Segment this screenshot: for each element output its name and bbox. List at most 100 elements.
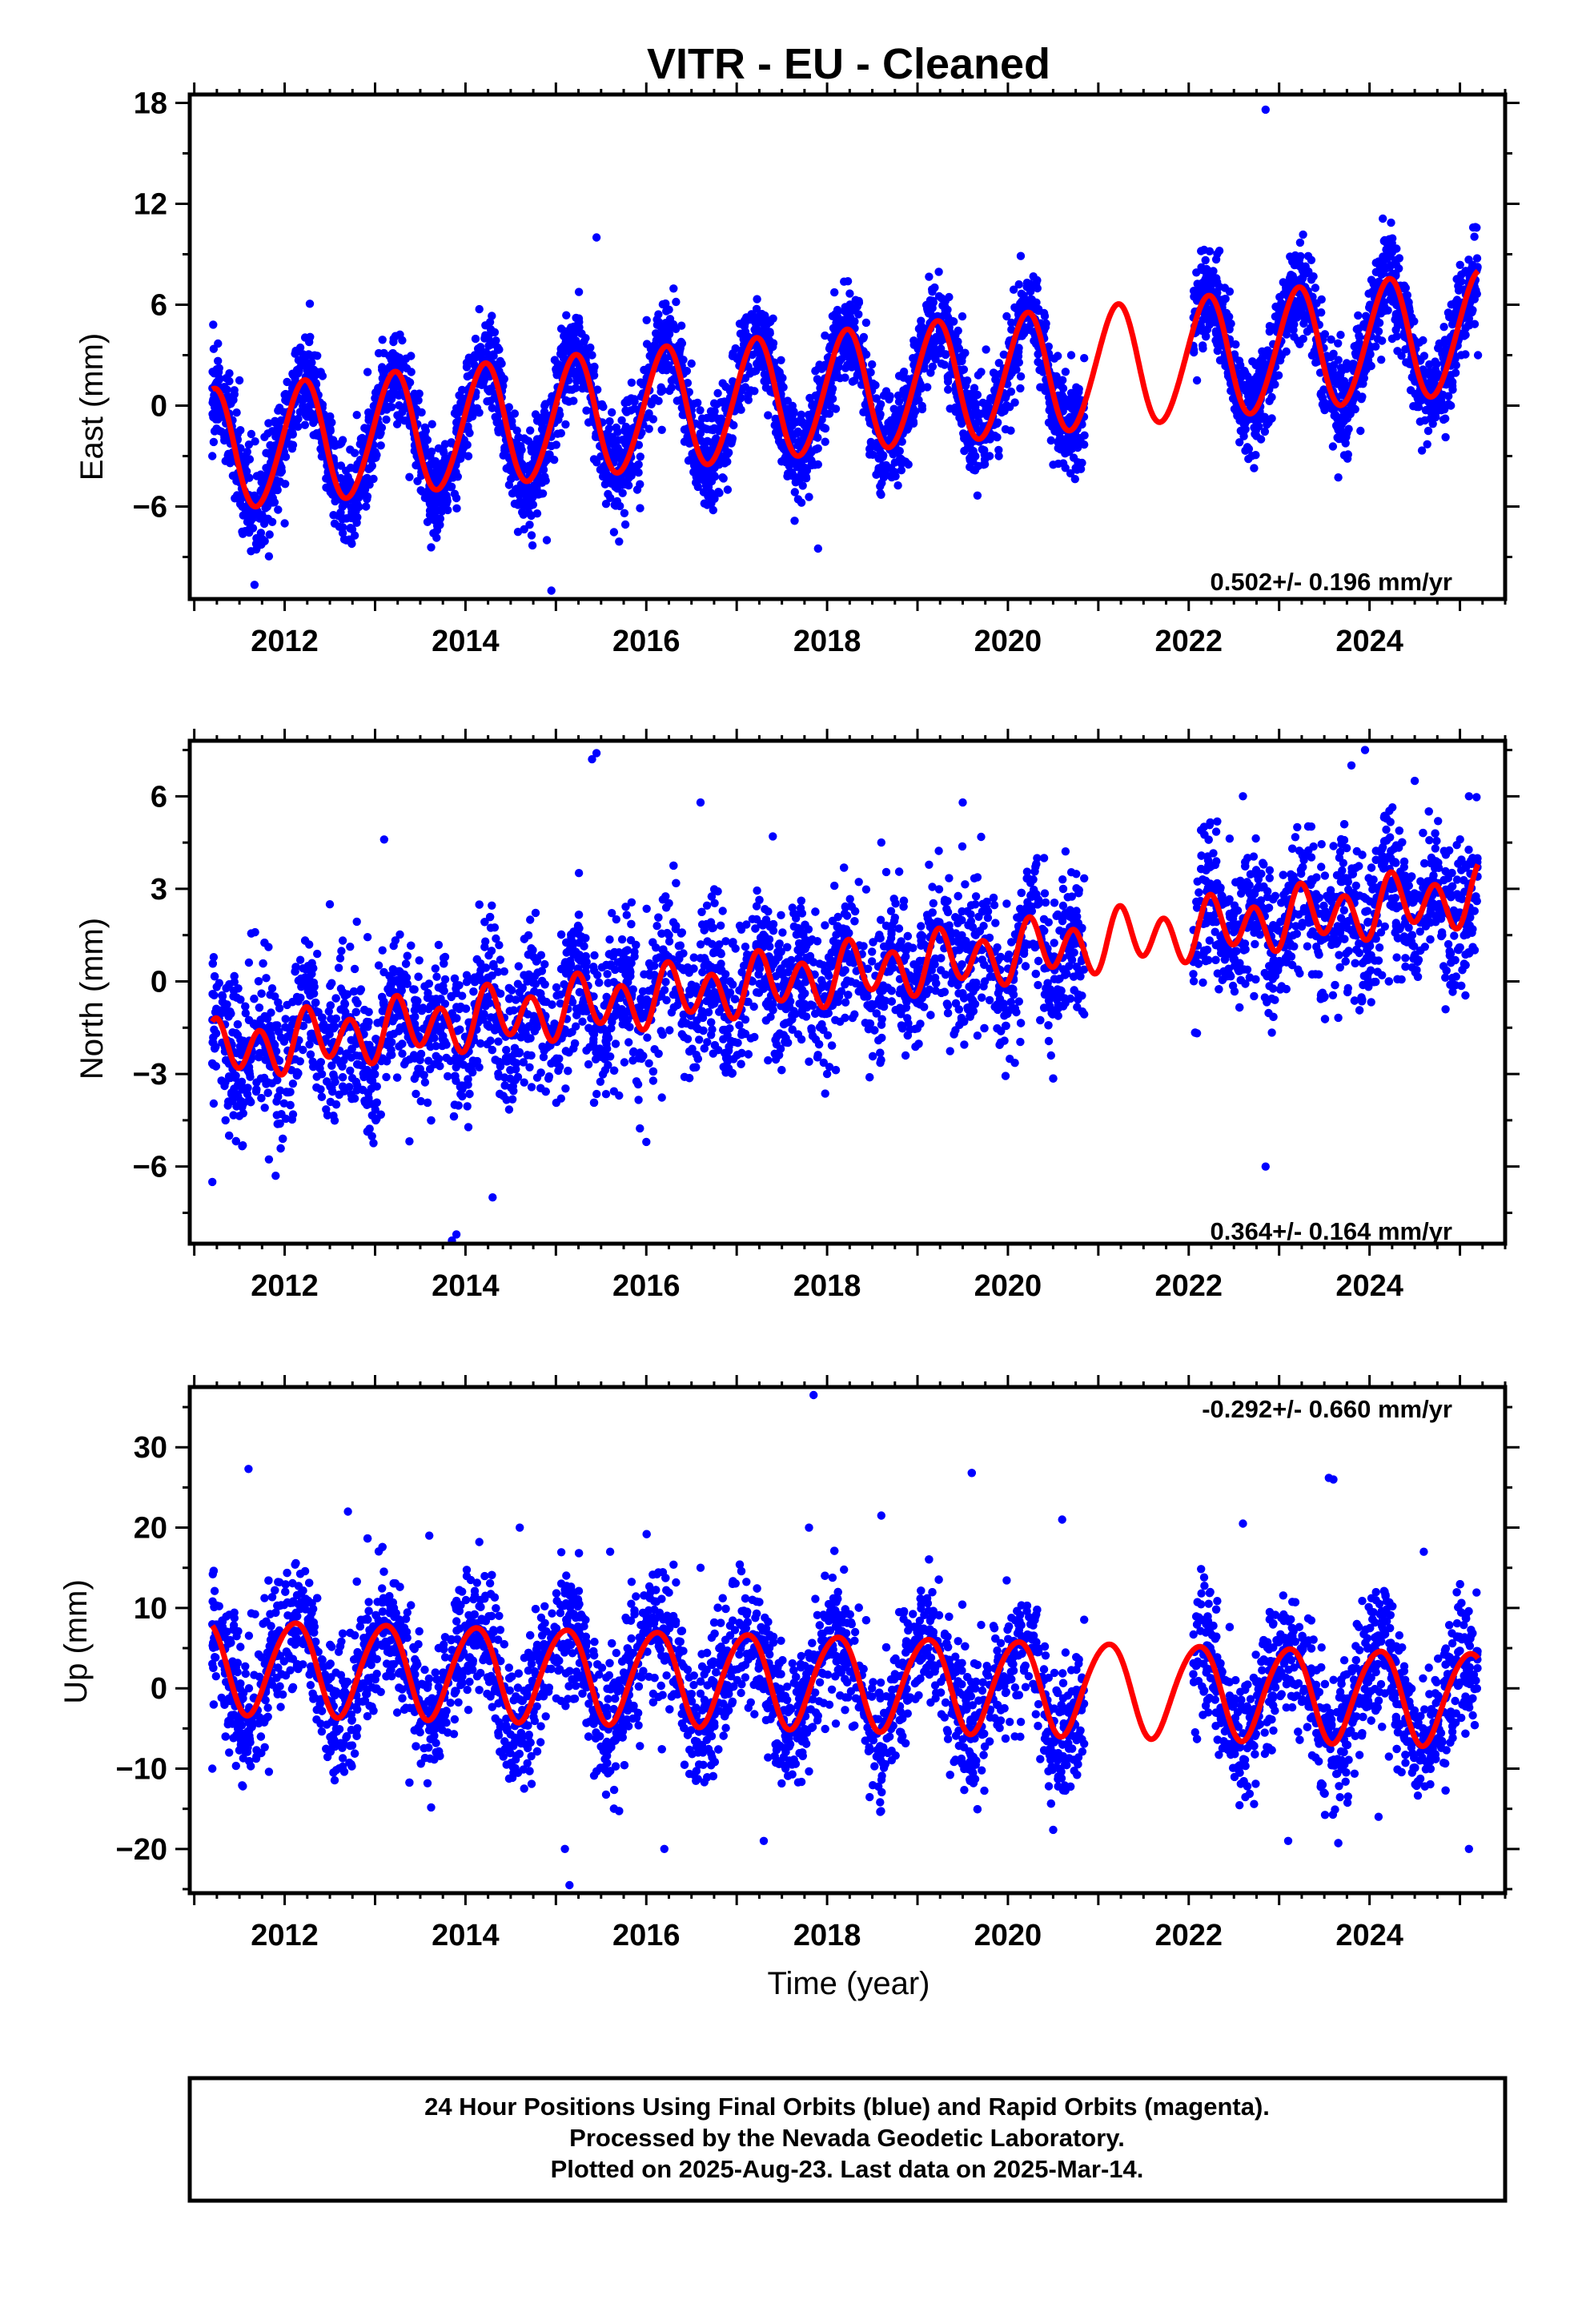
east-data-point — [330, 519, 339, 528]
east-data-point — [1392, 314, 1401, 324]
east-data-point — [1336, 331, 1345, 340]
east-data-point — [1309, 272, 1318, 281]
east-data-point — [1447, 401, 1456, 410]
east-data-point — [389, 390, 399, 400]
east-data-point — [1452, 275, 1461, 283]
east-data-point — [680, 437, 689, 446]
east-data-point — [744, 396, 753, 404]
east-data-point — [420, 423, 429, 432]
east-data-point — [879, 466, 889, 476]
east-data-point — [895, 455, 905, 464]
east-data-point — [904, 460, 913, 469]
east-data-point — [475, 350, 484, 359]
east-data-point — [1468, 260, 1477, 269]
east-data-point — [436, 521, 444, 529]
east-data-point — [463, 372, 472, 381]
east-data-point — [541, 476, 550, 485]
east-data-point — [299, 401, 307, 411]
east-data-point — [797, 498, 806, 507]
east-data-point — [1058, 394, 1068, 404]
east-data-point — [562, 311, 571, 320]
east-data-point — [270, 498, 279, 507]
east-data-point — [813, 460, 822, 469]
east-data-point — [230, 390, 239, 399]
east-data-point — [1001, 424, 1010, 434]
east-data-point — [1347, 404, 1355, 413]
east-data-point — [1374, 327, 1383, 336]
east-data-point — [236, 495, 245, 504]
east-data-point — [834, 357, 844, 367]
east-data-point — [1386, 251, 1395, 261]
east-data-point — [305, 337, 314, 347]
east-data-point — [265, 530, 274, 539]
east-y-tick-label: −6 — [133, 491, 167, 525]
east-data-point — [484, 387, 494, 396]
east-data-point — [1392, 332, 1401, 341]
east-data-point — [1327, 335, 1335, 344]
east-data-point — [1046, 436, 1056, 445]
east-data-point — [1347, 360, 1356, 369]
east-data-point — [769, 342, 777, 352]
east-data-point — [556, 428, 565, 438]
east-data-point — [1074, 458, 1082, 467]
east-data-point — [1299, 230, 1307, 239]
east-data-point — [524, 502, 532, 511]
east-data-point — [373, 388, 382, 396]
east-data-point — [1201, 255, 1210, 265]
east-data-point — [609, 528, 619, 537]
east-data-point — [1432, 360, 1441, 368]
east-data-point — [1240, 383, 1249, 392]
east-data-point — [376, 441, 385, 450]
east-data-point — [1376, 309, 1386, 318]
east-data-point — [1250, 464, 1259, 472]
east-data-point — [1472, 286, 1480, 295]
east-data-point — [316, 444, 325, 453]
east-data-point — [1205, 247, 1215, 255]
east-data-point — [491, 412, 500, 421]
east-data-point — [499, 451, 508, 460]
east-data-point — [475, 304, 484, 314]
east-data-point — [576, 374, 584, 383]
east-data-point — [931, 334, 940, 343]
east-data-point — [1391, 260, 1401, 269]
east-data-point — [336, 461, 346, 470]
east-data-point — [452, 468, 460, 476]
east-data-point — [407, 368, 416, 376]
east-data-point — [1016, 251, 1026, 260]
east-data-point — [899, 368, 909, 377]
east-data-point — [978, 445, 987, 454]
east-data-point — [627, 378, 636, 387]
east-data-point — [1401, 283, 1411, 292]
east-data-point — [1294, 336, 1303, 345]
east-data-point — [527, 511, 536, 521]
east-data-point — [255, 514, 264, 523]
east-data-point — [772, 420, 781, 430]
east-data-point — [893, 391, 903, 400]
east-data-point — [1341, 439, 1350, 448]
east-data-point — [519, 510, 528, 519]
east-data-point — [854, 296, 863, 306]
east-data-point — [608, 408, 616, 417]
east-data-point — [876, 489, 885, 498]
east-data-point — [1287, 273, 1295, 282]
east-data-point — [1213, 249, 1222, 259]
east-x-tick-label: 2024 — [1335, 625, 1403, 658]
east-data-point — [1261, 105, 1271, 115]
east-data-point — [945, 292, 954, 302]
east-data-point — [752, 304, 761, 313]
east-data-point — [303, 367, 312, 376]
east-data-point — [592, 233, 601, 242]
east-data-point — [338, 515, 347, 524]
east-data-point — [281, 396, 290, 404]
east-data-point — [813, 544, 822, 553]
east-data-point — [970, 451, 979, 460]
east-data-point — [245, 473, 254, 482]
east-data-point — [271, 418, 279, 427]
east-data-point — [662, 366, 671, 375]
east-data-point — [1473, 351, 1483, 360]
east-data-point — [615, 537, 624, 546]
east-data-point — [1259, 352, 1267, 361]
east-data-point — [958, 352, 966, 361]
east-data-point — [930, 346, 940, 356]
east-data-point — [636, 452, 644, 461]
